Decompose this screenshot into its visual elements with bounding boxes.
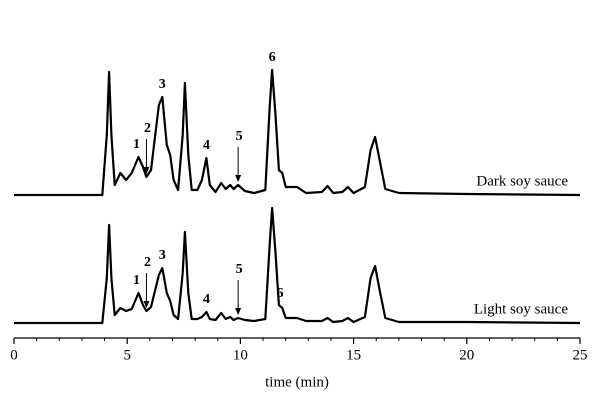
- x-tick-label: 10: [233, 347, 248, 363]
- peak-label: 2: [144, 121, 151, 136]
- legend-label: Dark soy sauce: [476, 173, 568, 189]
- x-tick-label: 5: [123, 347, 131, 363]
- peak-label: 3: [159, 77, 166, 92]
- arrow-head: [235, 175, 242, 182]
- x-tick-label: 15: [346, 347, 361, 363]
- arrow-head: [143, 167, 150, 174]
- peak-label: 6: [277, 286, 284, 301]
- peak-label: 3: [159, 248, 166, 263]
- peak-label: 5: [236, 262, 243, 277]
- peak-label: 2: [144, 255, 151, 270]
- peak-label: 1: [133, 273, 140, 288]
- legend-label: Light soy sauce: [474, 301, 568, 317]
- trace: [14, 68, 581, 197]
- trace: [14, 206, 581, 325]
- x-tick-label: 0: [10, 347, 18, 363]
- x-axis-label: time (min): [265, 374, 329, 390]
- peak-label: 4: [203, 292, 210, 307]
- peak-label: 1: [133, 137, 140, 152]
- arrow-head: [143, 301, 150, 308]
- peak-label: 6: [269, 50, 276, 65]
- x-tick-label: 25: [573, 347, 588, 363]
- x-tick-label: 20: [459, 347, 474, 363]
- peak-label: 4: [203, 138, 210, 153]
- peak-label: 5: [236, 129, 243, 144]
- arrow-head: [235, 308, 242, 315]
